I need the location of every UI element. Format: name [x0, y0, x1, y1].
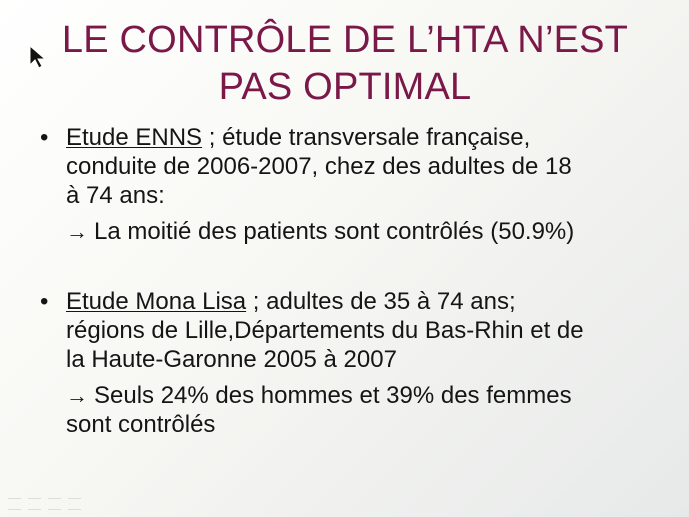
right-arrow-icon: → — [66, 383, 88, 408]
mouse-pointer-icon — [29, 45, 46, 69]
slide-title-line-1: LE CONTRÔLE DE L’HTA N’EST — [61, 19, 629, 61]
bullet-mona-lisa-text: Etude Mona Lisa ; adultes de 35 à 74 ans… — [66, 287, 626, 374]
bullet-enns-result-text: La moitié des patients sont contrôlés (5… — [94, 218, 575, 245]
bullet-mona-lisa-line-2: régions de Lille,Départements du Bas-Rhi… — [66, 317, 584, 344]
study-name-enns: Etude ENNS — [66, 124, 203, 151]
bullet-mona-lisa-intro: ; adultes de 35 à 74 ans; — [246, 288, 516, 315]
right-arrow-icon: → — [66, 219, 88, 244]
bullet-marker-icon: • — [40, 124, 49, 151]
bullet-marker-icon: • — [40, 288, 49, 315]
bullet-enns-result: → La moitié des patients sont contrôlés (… — [66, 217, 640, 246]
bullet-enns-text: Etude ENNS ; étude transversale français… — [66, 123, 626, 210]
bullet-mona-lisa-result: → Seuls 24% des hommes et 39% des femmes … — [66, 381, 640, 439]
bullet-mona-lisa-line-3: la Haute-Garonne 2005 à 2007 — [66, 346, 397, 373]
bullet-mona-lisa-result-text: Seuls 24% des hommes et 39% des femmes — [94, 382, 572, 409]
pen-icon — [28, 498, 41, 510]
next-slide-icon — [68, 498, 81, 510]
bullet-enns-intro: ; étude transversale française, — [202, 124, 531, 151]
menu-icon — [48, 498, 61, 510]
study-name-mona-lisa: Etude Mona Lisa — [66, 288, 247, 315]
presentation-controls-icon — [8, 497, 92, 513]
previous-slide-icon — [8, 498, 21, 510]
bullet-enns: • Etude ENNS ; étude transversale frança… — [40, 123, 640, 246]
bullet-enns-line-3: à 74 ans: — [66, 182, 165, 209]
bullet-mona-lisa: • Etude Mona Lisa ; adultes de 35 à 74 a… — [40, 287, 640, 439]
slide-title-line-2: PAS OPTIMAL — [218, 66, 472, 108]
bullet-enns-line-2: conduite de 2006-2007, chez des adultes … — [66, 153, 572, 180]
slide-title: LE CONTRÔLE DE L’HTA N’EST PAS OPTIMAL — [30, 17, 660, 111]
bullet-mona-lisa-result-text-2: sont contrôlés — [66, 411, 216, 438]
